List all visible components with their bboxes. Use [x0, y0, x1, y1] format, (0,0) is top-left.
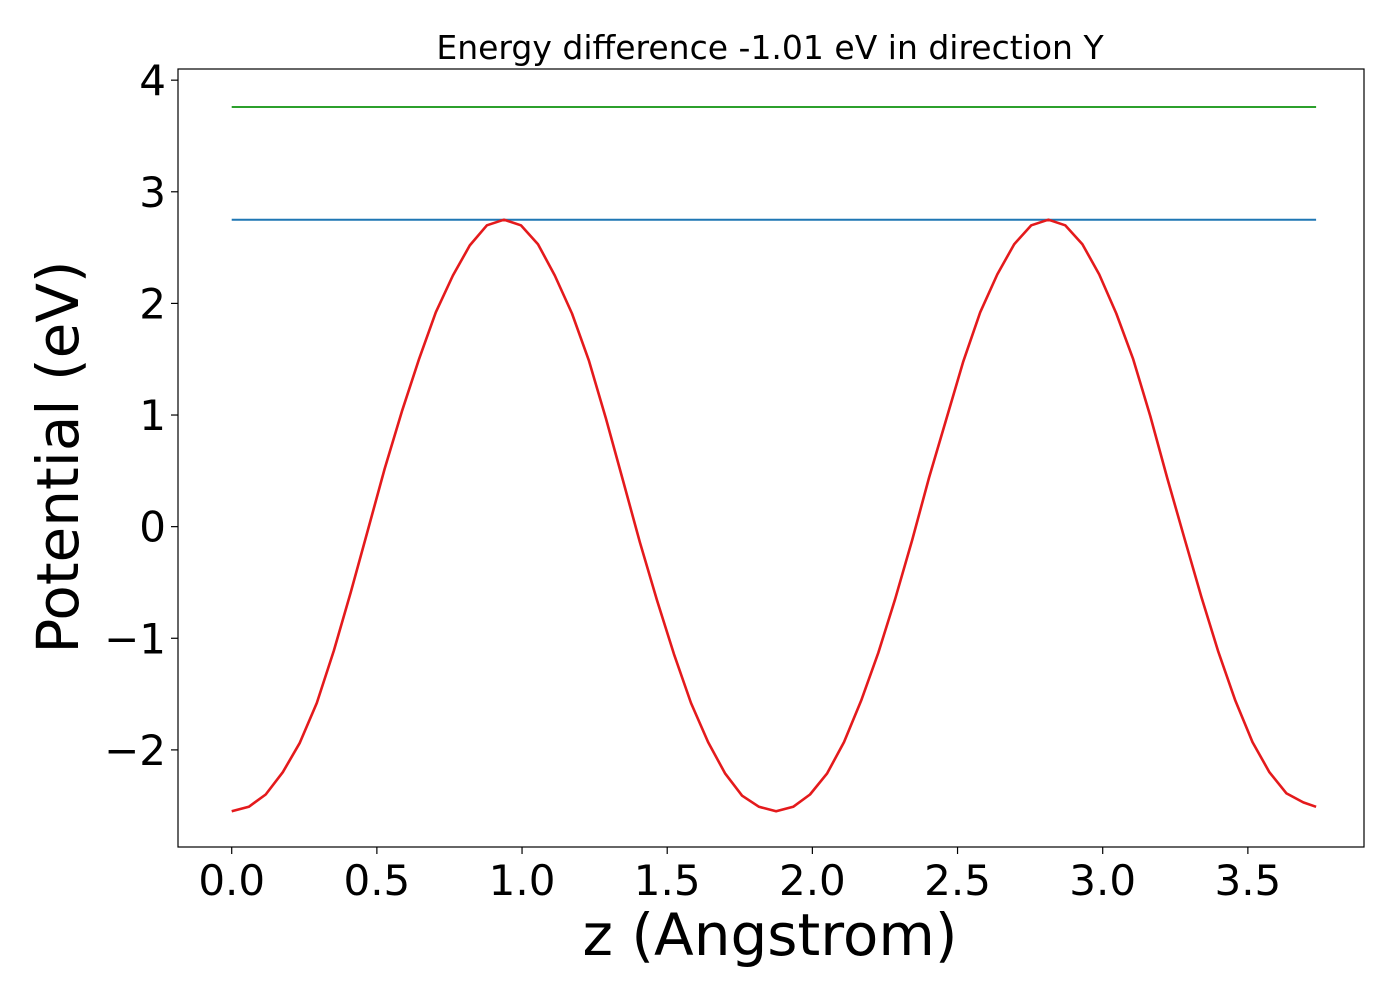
x-tick-label: 2.0 [779, 856, 846, 905]
series-line-3 [231, 218, 1317, 813]
y-tick-label: 2 [139, 279, 166, 328]
x-axis-title: z (Angstrom) [583, 901, 958, 969]
x-tick-label: 0.5 [343, 856, 410, 905]
x-tick-label: 1.0 [489, 856, 556, 905]
y-tick-label: 0 [139, 503, 166, 552]
y-tick-label: −1 [104, 614, 166, 663]
plot-frame [177, 68, 1365, 848]
x-tick-label: 0.0 [198, 856, 265, 905]
x-tick-label: 1.5 [634, 856, 701, 905]
x-tick-label: 2.5 [924, 856, 991, 905]
plot-area [178, 69, 1364, 847]
series-layer [231, 106, 1317, 813]
y-tick-label: 3 [139, 168, 166, 217]
y-tick-label: 4 [139, 56, 166, 105]
y-tick-label: −2 [104, 726, 166, 775]
x-tick-label: 3.0 [1069, 856, 1136, 905]
x-axis: 0.0 0.5 1.0 1.5 2.0 2.5 3.0 3.5 [198, 847, 1281, 905]
x-tick-label: 3.5 [1214, 856, 1281, 905]
y-axis-title: Potential (eV) [24, 260, 92, 653]
y-axis: −2 −1 0 1 2 3 4 [104, 56, 178, 775]
y-tick-label: 1 [139, 391, 166, 440]
chart-title: Energy difference -1.01 eV in direction … [436, 28, 1104, 67]
